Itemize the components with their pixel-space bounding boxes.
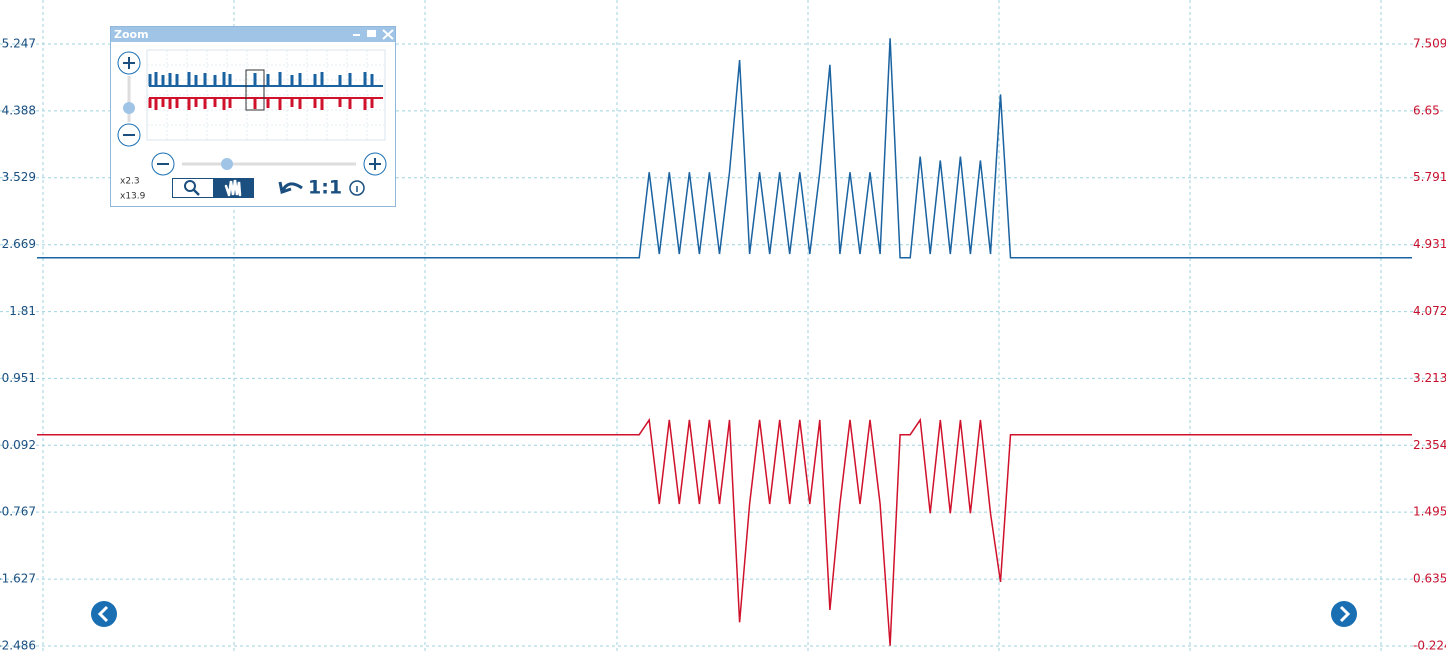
y-tick-label: -2.486	[0, 639, 36, 653]
y-tick-label: -1.627	[0, 572, 36, 586]
x-slider-thumb[interactable]	[221, 158, 233, 170]
y2-tick-label: 4.072	[1413, 304, 1446, 318]
y-tick-label: 4.388	[2, 103, 36, 117]
nav-left-icon	[97, 605, 109, 623]
zoom-panel: Zoom x2.3 x13.9 1:1	[110, 26, 396, 207]
y-tick-label: 0.951	[2, 371, 36, 385]
close-button[interactable]	[382, 29, 394, 40]
zoom-in-x-icon	[369, 158, 381, 170]
nav-right-button[interactable]	[1331, 601, 1357, 627]
y-tick-label: 3.529	[2, 170, 36, 184]
zoom-tool-icon	[184, 180, 196, 192]
y-tick-label: -0.767	[0, 505, 36, 519]
overview	[146, 49, 386, 141]
overview-grid	[147, 50, 385, 140]
y2-tick-label: 7.509	[1413, 37, 1446, 51]
y-tick-label: 0.092	[2, 438, 36, 452]
y2-tick-label: 2.354	[1413, 438, 1446, 452]
zoom-y-factor: x13.9	[120, 192, 146, 202]
nav-left-button[interactable]	[91, 601, 117, 627]
y2-tick-label: -0.224	[1413, 639, 1446, 653]
nav-right-icon	[1339, 605, 1351, 623]
overview-pulses-a	[148, 72, 374, 86]
zoom-x-factor: x2.3	[120, 177, 140, 187]
pan-tool-icon	[224, 179, 242, 197]
y2-tick-label: 3.213	[1413, 371, 1446, 385]
y-tick-label: 2.669	[2, 237, 36, 251]
y2-tick-label: 6.65	[1413, 103, 1440, 117]
reset-zoom[interactable]: 1:1	[308, 177, 342, 199]
zoom-title-bar	[111, 27, 395, 42]
zoom-tool-icon-handle	[193, 189, 200, 196]
info-button[interactable]	[349, 180, 365, 196]
undo-icon[interactable]	[278, 181, 303, 194]
zoom-in-y-icon	[123, 57, 135, 69]
zoom-title: Zoom	[114, 28, 149, 41]
y-tick-label: 5.247	[2, 37, 36, 51]
y-tick-label: 1.81	[9, 304, 36, 318]
maximize-button[interactable]	[367, 30, 376, 37]
overview-window[interactable]	[245, 69, 265, 111]
trace	[37, 417, 1412, 646]
y-slider-thumb[interactable]	[123, 102, 135, 114]
y2-tick-label: 0.635	[1413, 572, 1446, 586]
minimize-button[interactable]	[353, 34, 360, 36]
nav-left[interactable]	[91, 601, 117, 627]
y2-tick-label: 4.931	[1413, 237, 1446, 251]
y2-tick-label: 5.791	[1413, 170, 1446, 184]
nav-right[interactable]	[1331, 601, 1357, 627]
trace	[37, 38, 1412, 259]
y2-tick-label: 1.495	[1413, 505, 1446, 519]
overview-pulses-b	[148, 98, 374, 110]
